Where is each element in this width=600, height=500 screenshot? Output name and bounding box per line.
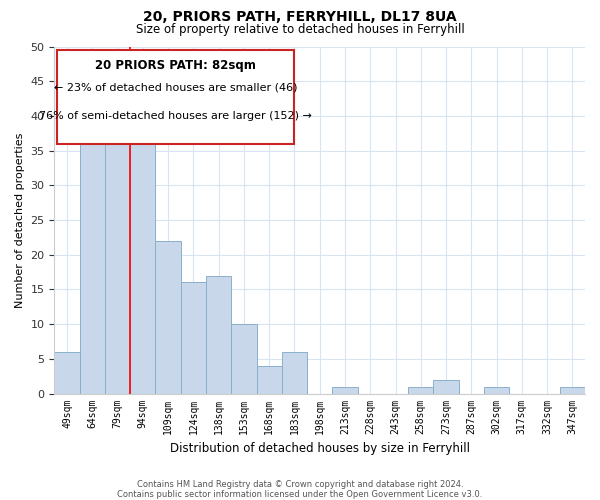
Bar	[105, 144, 130, 394]
Bar	[130, 116, 155, 394]
FancyBboxPatch shape	[57, 50, 295, 144]
Text: Size of property relative to detached houses in Ferryhill: Size of property relative to detached ho…	[136, 22, 464, 36]
Bar	[155, 241, 181, 394]
Bar	[408, 386, 433, 394]
Bar	[55, 352, 80, 394]
Text: 76% of semi-detached houses are larger (152) →: 76% of semi-detached houses are larger (…	[40, 110, 312, 120]
Bar	[433, 380, 458, 394]
Bar	[560, 386, 585, 394]
Bar	[332, 386, 358, 394]
Text: 20 PRIORS PATH: 82sqm: 20 PRIORS PATH: 82sqm	[95, 58, 256, 71]
Text: 20, PRIORS PATH, FERRYHILL, DL17 8UA: 20, PRIORS PATH, FERRYHILL, DL17 8UA	[143, 10, 457, 24]
Y-axis label: Number of detached properties: Number of detached properties	[15, 132, 25, 308]
Bar	[484, 386, 509, 394]
Bar	[181, 282, 206, 394]
X-axis label: Distribution of detached houses by size in Ferryhill: Distribution of detached houses by size …	[170, 442, 470, 455]
Bar	[257, 366, 282, 394]
Text: ← 23% of detached houses are smaller (46): ← 23% of detached houses are smaller (46…	[54, 83, 298, 93]
Bar	[231, 324, 257, 394]
Text: Contains public sector information licensed under the Open Government Licence v3: Contains public sector information licen…	[118, 490, 482, 499]
Text: Contains HM Land Registry data © Crown copyright and database right 2024.: Contains HM Land Registry data © Crown c…	[137, 480, 463, 489]
Bar	[282, 352, 307, 394]
Bar	[206, 276, 231, 394]
Bar	[80, 144, 105, 394]
